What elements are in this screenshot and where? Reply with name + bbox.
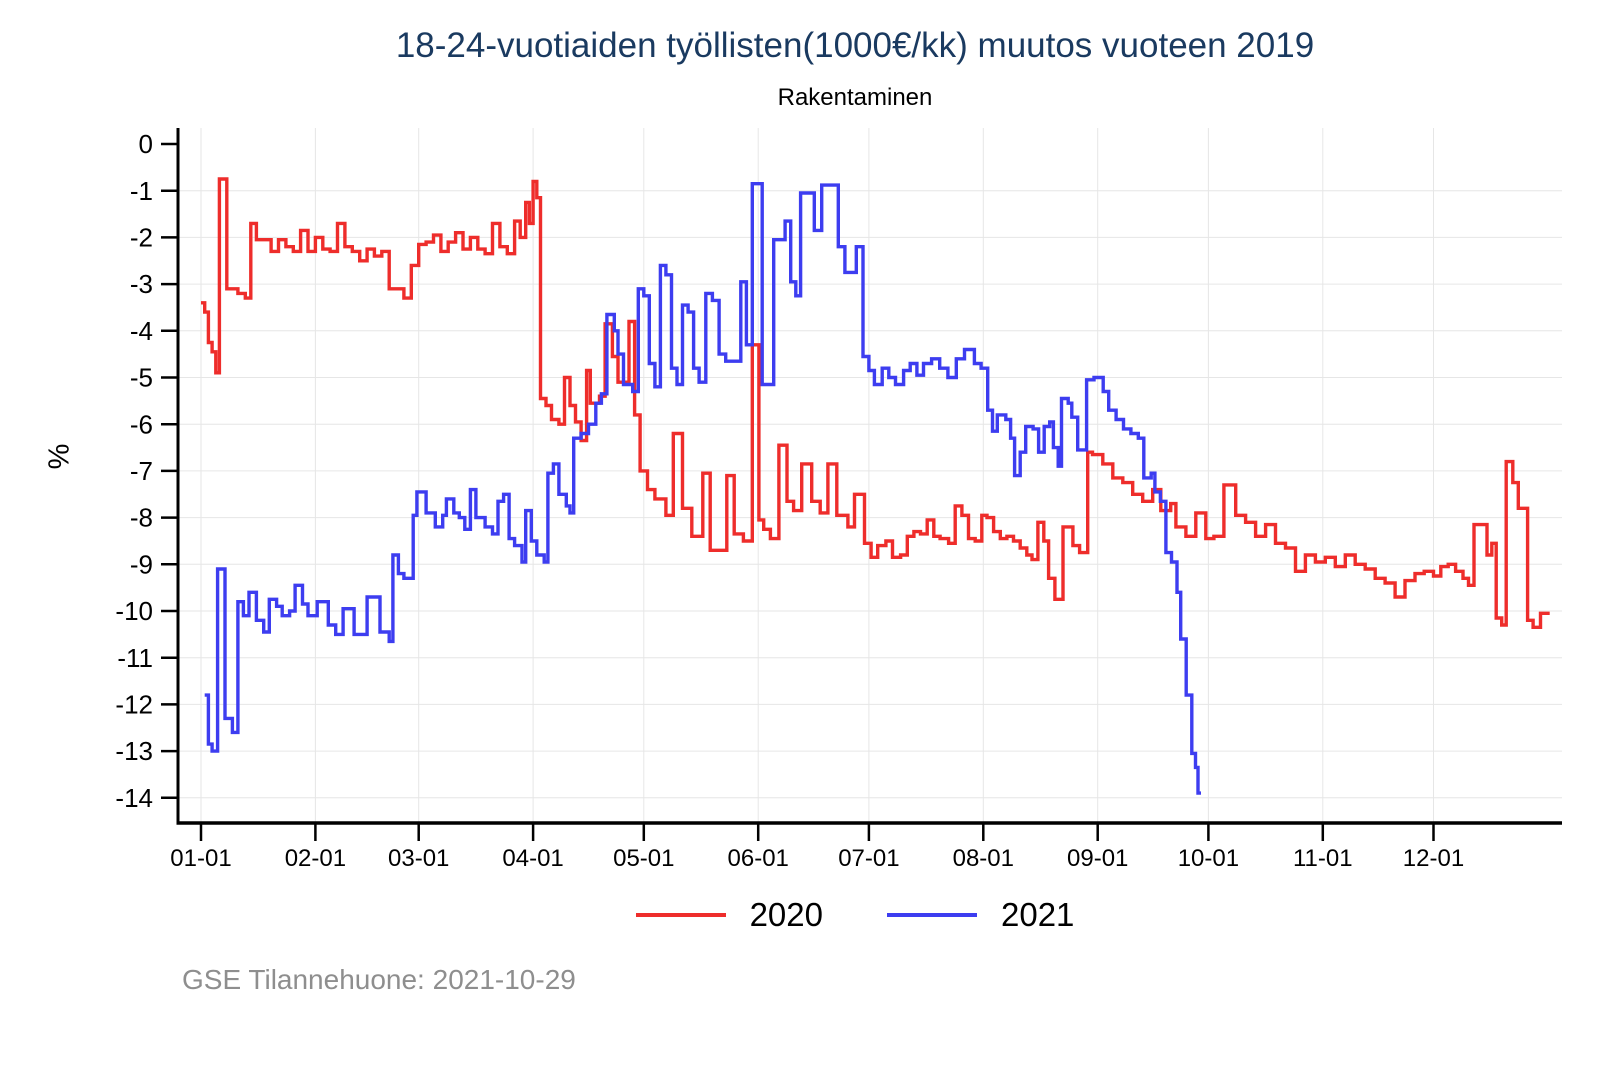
y-tick-label: -4 <box>130 316 153 346</box>
x-tick-label: 03-01 <box>388 845 449 872</box>
x-tick-label: 11-01 <box>1293 845 1353 872</box>
legend: 2020 2021 <box>155 896 1555 934</box>
y-tick-label: -5 <box>130 363 153 393</box>
y-tick-label: -10 <box>115 596 153 626</box>
legend-label: 2021 <box>1001 896 1075 933</box>
x-tick-label: 02-01 <box>285 845 346 872</box>
y-tick-label: -14 <box>115 783 153 813</box>
y-tick-label: -12 <box>115 690 153 720</box>
x-tick-label: 09-01 <box>1067 845 1128 872</box>
y-tick-label: -7 <box>130 456 153 486</box>
chart-subtitle: Rakentaminen <box>777 84 933 111</box>
y-tick-label: -1 <box>130 176 153 206</box>
x-tick-label: 04-01 <box>502 845 563 872</box>
y-tick-label: -8 <box>130 503 153 533</box>
y-tick-label: -6 <box>130 409 153 439</box>
y-tick-label: -2 <box>130 223 153 253</box>
series-line-2021 <box>204 182 1201 795</box>
legend-line-swatch <box>887 913 977 917</box>
y-tick-label: 0 <box>139 129 153 159</box>
series-line-2020 <box>201 177 1550 629</box>
y-tick-label: -13 <box>115 736 153 766</box>
x-tick-label: 10-01 <box>1178 845 1239 872</box>
x-tick-label: 01-01 <box>170 845 231 872</box>
legend-line-swatch <box>635 913 726 917</box>
source-note: GSE Tilannehuone: 2021-10-29 <box>182 964 576 995</box>
x-tick-label: 06-01 <box>728 845 789 872</box>
legend-item-2020: 2020 <box>635 896 823 934</box>
x-tick-label: 07-01 <box>838 845 899 872</box>
x-tick-label: 12-01 <box>1403 845 1464 872</box>
x-tick-label: 05-01 <box>613 845 674 872</box>
x-tick-label: 08-01 <box>953 845 1014 872</box>
y-tick-label: -9 <box>130 549 153 579</box>
y-tick-label: -3 <box>130 269 153 299</box>
chart-title: 18-24-vuotiaiden työllisten(1000€/kk) mu… <box>395 26 1315 65</box>
legend-label: 2020 <box>749 896 823 933</box>
legend-item-2021: 2021 <box>887 896 1074 934</box>
y-tick-label: -11 <box>117 643 153 673</box>
